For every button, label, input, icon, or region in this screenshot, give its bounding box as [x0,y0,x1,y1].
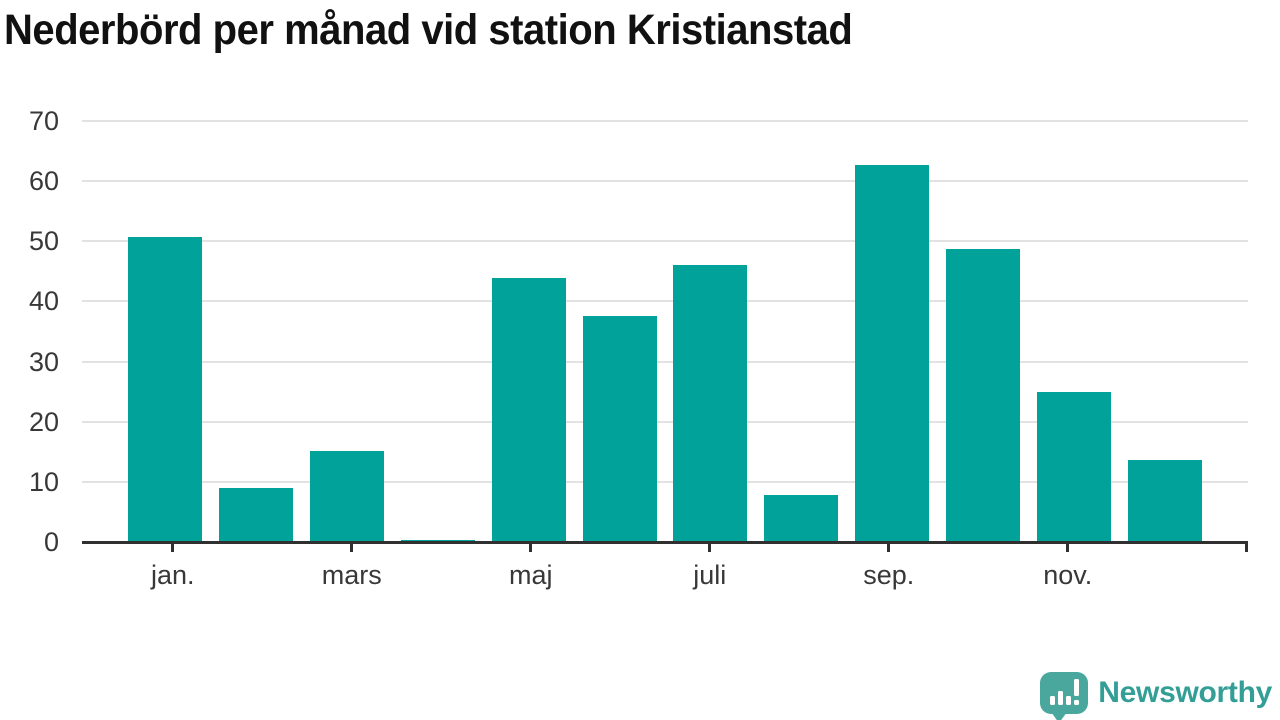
bar-juli [673,265,748,542]
y-tick-label-70: 70 [28,106,59,136]
gridline-60 [82,180,1248,183]
x-tick-axis-end [1245,542,1248,552]
bar-jan. [128,237,202,542]
y-tick-label-30: 30 [28,346,59,377]
gridline-10 [82,480,1248,483]
gridline-70 [82,120,1248,122]
x-axis-line [82,541,1248,544]
bars-container [82,121,1248,542]
x-tick-label-jan.: jan. [150,560,195,590]
speech-bubble-tail [1051,712,1068,720]
x-tick-mars [350,542,354,552]
bar-maj [491,277,566,542]
newsworthy-logo-text: Newsworthy [1098,676,1272,709]
y-tick-label-60: 60 [28,166,59,197]
gridline-20 [82,420,1248,423]
bar-okt. [946,248,1021,542]
x-tick-label-nov.: nov. [1043,560,1093,590]
bar-mars [309,450,384,542]
logo-mini-bar [1058,691,1064,705]
logo-mini-bar [1066,696,1072,705]
bar-dec. [1127,460,1202,542]
bar-juni [582,316,657,542]
y-tick-label-0: 0 [43,527,59,557]
bar-april [400,539,475,542]
y-tick-label-10: 10 [28,466,59,497]
logo-exclamation-bar [1074,679,1080,696]
bar-aug. [764,495,839,542]
branding: Newsworthy [1040,672,1272,720]
logo-exclamation-dot [1074,700,1080,705]
bar-nov. [1037,391,1112,542]
x-tick-label-maj: maj [508,560,553,590]
x-tick-maj [529,542,533,552]
gridline-50 [82,240,1248,243]
x-tick-label-juli: juli [693,560,727,590]
x-tick-label-sep.: sep. [863,560,915,590]
gridline-30 [82,360,1248,363]
x-tick-nov. [1066,542,1070,552]
x-tick-juli [708,542,712,552]
chart-title: Nederbörd per månad vid station Kristian… [4,6,853,54]
y-tick-label-20: 20 [28,406,59,437]
x-tick-jan. [171,542,175,552]
plot-area: 0 10 20 30 40 50 60 70 jan. mars maj juli sep. nov. [29,107,1248,590]
gridline-40 [82,300,1248,303]
newsworthy-logo-icon [1040,672,1089,720]
y-tick-label-50: 50 [28,226,59,257]
logo-mini-bar [1050,696,1056,705]
y-tick-label-40: 40 [28,286,59,317]
bar-feb. [218,488,293,542]
x-tick-label-mars: mars [321,560,382,590]
x-tick-sep. [887,542,891,552]
bar-sep. [855,164,930,542]
